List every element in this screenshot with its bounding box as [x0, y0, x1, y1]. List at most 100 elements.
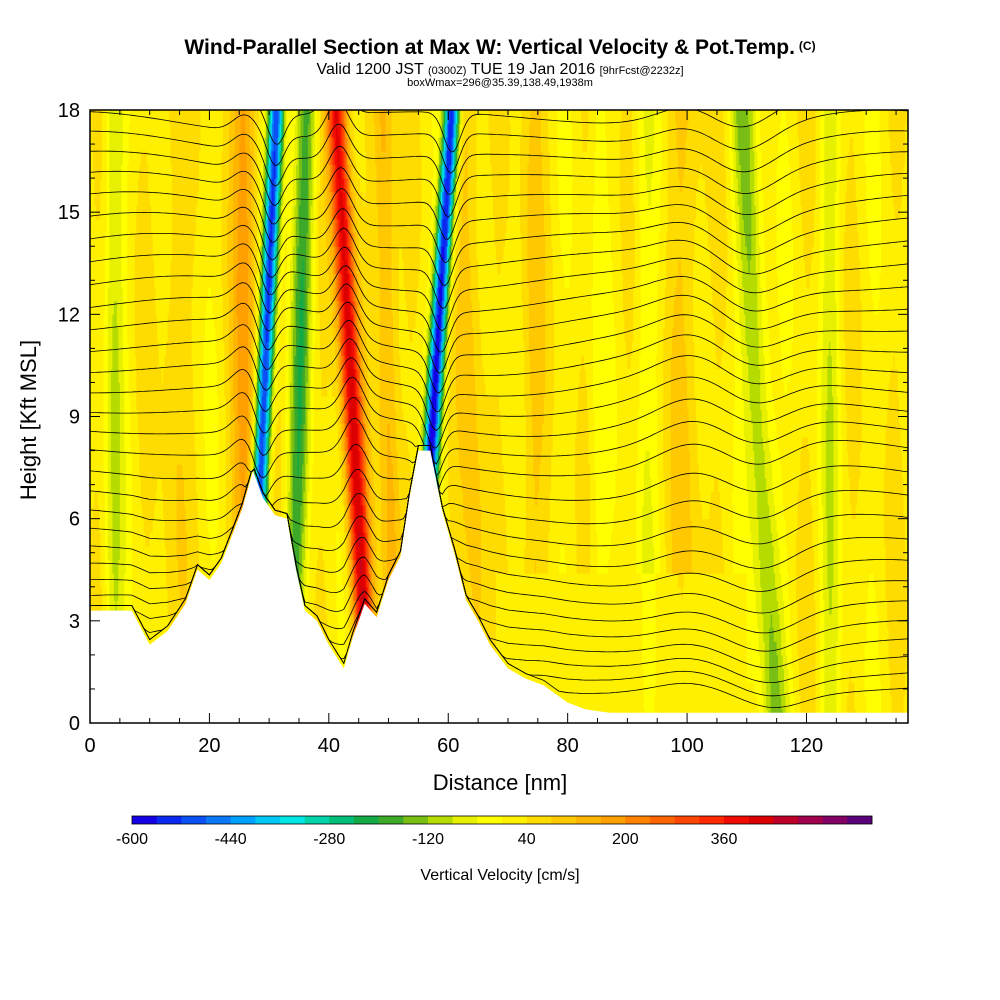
field-cell	[652, 110, 655, 152]
field-cell	[488, 137, 491, 397]
field-cell	[252, 423, 255, 438]
field-cell	[440, 328, 443, 343]
field-cell	[833, 110, 836, 723]
field-cell	[290, 110, 292, 261]
field-cell	[373, 491, 376, 574]
field-cell	[585, 110, 588, 152]
field-cell	[279, 164, 282, 193]
field-cell	[803, 110, 806, 261]
field-cell	[440, 246, 443, 274]
field-cell	[776, 110, 779, 165]
field-cell	[849, 668, 852, 723]
field-cell	[299, 545, 301, 629]
field-cell	[345, 532, 348, 560]
colorbar	[131, 815, 873, 825]
field-cell	[731, 491, 734, 506]
field-cell	[448, 191, 451, 206]
field-cell	[224, 396, 227, 601]
field-cell	[725, 110, 728, 220]
field-cell	[646, 450, 649, 574]
field-cell	[782, 600, 785, 669]
field-cell	[367, 436, 370, 479]
field-cell	[269, 409, 272, 424]
field-cell	[366, 532, 369, 560]
field-cell	[343, 110, 346, 111]
field-cell	[455, 164, 458, 179]
field-cell	[276, 205, 279, 220]
field-cell	[363, 314, 366, 370]
field-cell	[461, 110, 464, 138]
field-cell	[446, 123, 449, 138]
field-cell	[209, 287, 212, 547]
field-cell	[263, 259, 266, 274]
field-cell	[700, 505, 703, 574]
field-cell	[349, 423, 352, 451]
field-cell	[361, 287, 364, 343]
field-cell	[351, 232, 354, 261]
field-cell	[348, 491, 351, 506]
field-cell	[352, 341, 355, 370]
field-cell	[276, 314, 279, 329]
field-cell	[627, 368, 630, 723]
field-cell	[264, 491, 267, 506]
colorbar-swatch	[304, 816, 330, 824]
field-cell	[348, 382, 351, 424]
field-cell	[588, 110, 591, 111]
field-cell	[446, 259, 449, 274]
field-cell	[534, 559, 537, 574]
field-cell	[294, 273, 297, 356]
field-cell	[442, 259, 445, 288]
field-cell	[343, 191, 346, 234]
field-cell	[391, 314, 394, 465]
field-cell	[454, 110, 457, 111]
field-cell	[458, 259, 461, 465]
field-cell	[358, 368, 361, 397]
field-cell	[269, 341, 272, 370]
field-cell	[166, 110, 169, 343]
field-cell	[454, 150, 457, 165]
field-cell	[260, 341, 263, 356]
field-cell	[431, 178, 434, 234]
field-cell	[540, 110, 543, 152]
field-cell	[879, 682, 882, 723]
field-cell	[357, 573, 360, 601]
field-cell	[169, 110, 172, 125]
field-cell	[449, 314, 452, 356]
field-cell	[425, 396, 428, 411]
field-cell	[309, 314, 312, 451]
field-cell	[708, 518, 710, 574]
field-cell	[706, 219, 709, 520]
field-cell	[543, 232, 546, 397]
y-tick-label: 9	[69, 407, 80, 429]
field-cell	[281, 137, 284, 152]
field-cell	[236, 314, 239, 710]
field-cell	[276, 110, 279, 138]
field-cell	[427, 436, 430, 451]
field-cell	[431, 341, 434, 356]
field-cell	[355, 110, 358, 165]
field-cell	[615, 382, 618, 465]
field-cell	[460, 110, 463, 111]
field-cell	[734, 573, 737, 723]
field-cell	[742, 287, 745, 397]
field-cell	[439, 205, 442, 220]
field-cell	[442, 341, 445, 356]
field-cell	[608, 559, 610, 723]
field-cell	[337, 137, 340, 179]
field-cell	[340, 491, 343, 560]
field-cell	[373, 110, 376, 125]
field-cell	[336, 110, 339, 152]
field-cell	[257, 273, 260, 315]
field-cell	[448, 259, 451, 274]
field-cell	[328, 110, 331, 138]
field-cell	[109, 110, 112, 723]
field-cell	[493, 219, 495, 397]
field-cell	[751, 110, 754, 424]
field-cell	[154, 287, 157, 506]
field-cell	[818, 573, 821, 723]
field-cell	[775, 518, 778, 588]
field-cell	[355, 573, 358, 588]
field-cell	[152, 259, 155, 520]
field-cell	[348, 110, 351, 111]
field-cell	[431, 287, 434, 302]
